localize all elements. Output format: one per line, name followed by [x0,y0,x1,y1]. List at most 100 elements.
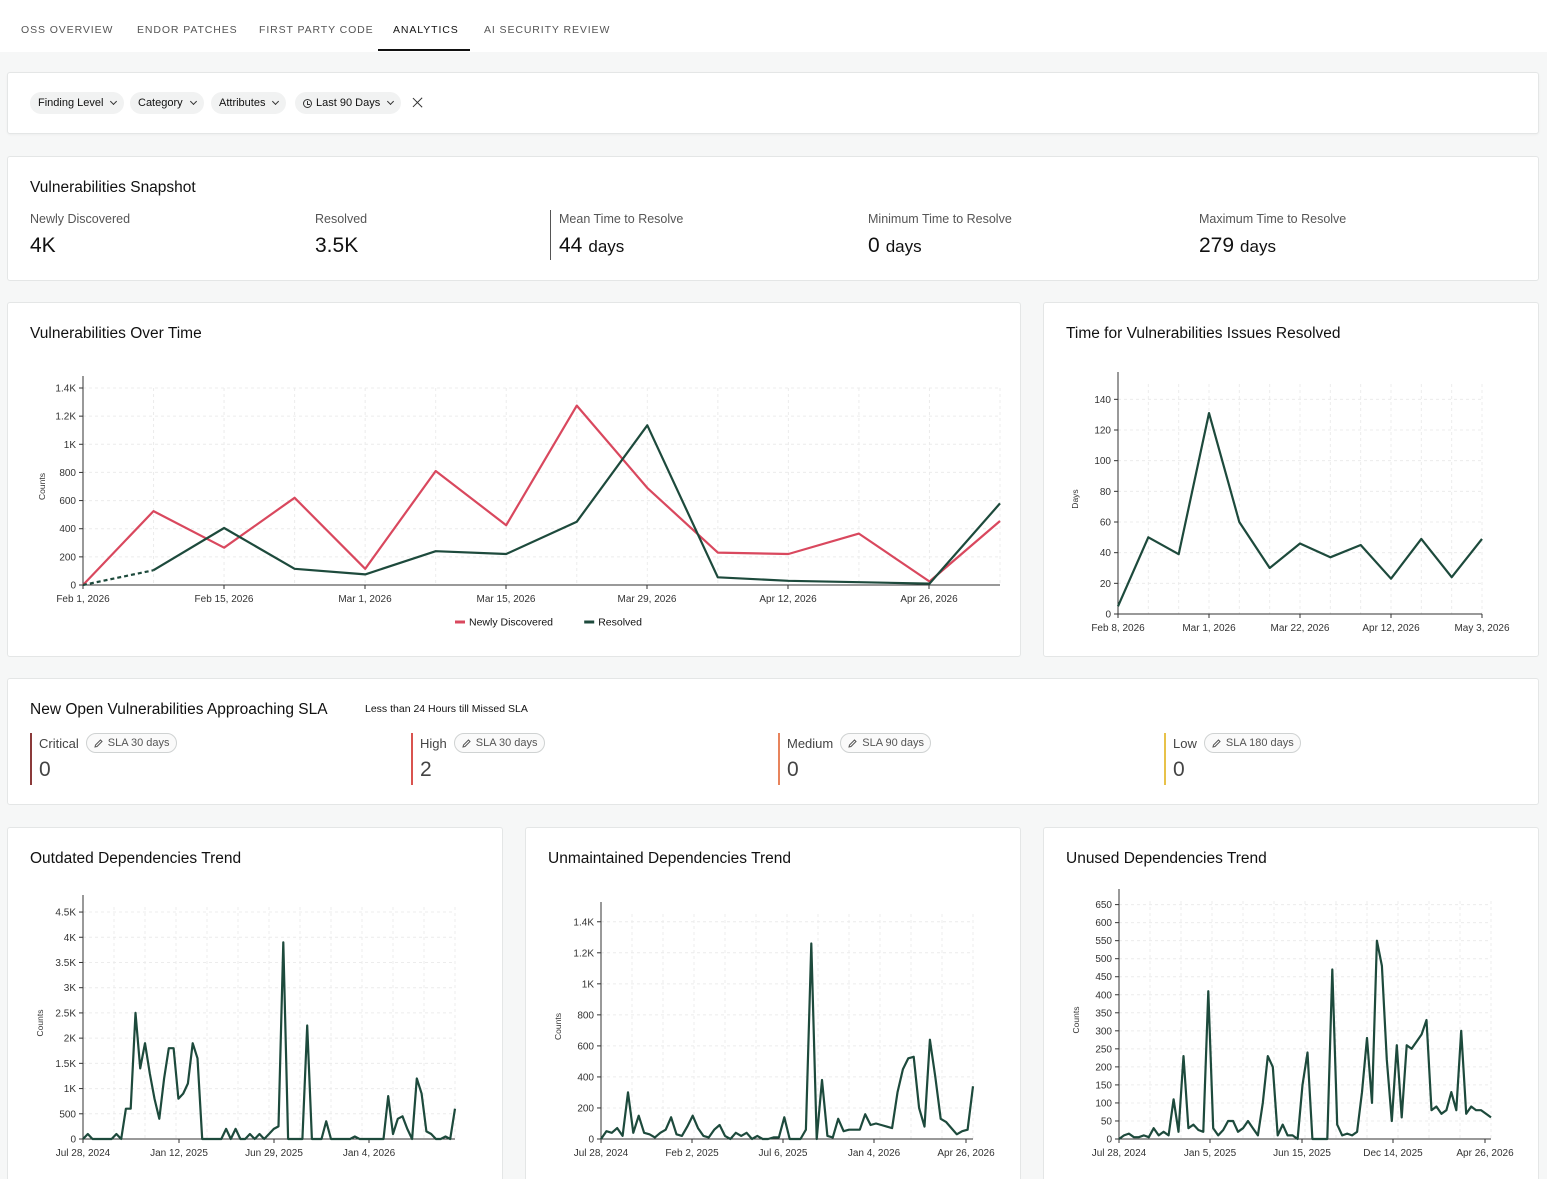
y-tick-label: 100 [1094,456,1111,467]
y-tick-label: 1.4K [573,917,594,928]
pencil-icon [1212,738,1221,748]
series-line-dashed [82,569,154,587]
y-tick-label: 3.5K [55,958,76,969]
chevron-down-icon [110,97,118,106]
metric-label: Maximum Time to Resolve [1199,212,1347,226]
sla-count: 0 [787,758,799,781]
x-tick-label: Apr 26, 2026 [1456,1148,1514,1159]
y-tick-label: 200 [1095,1062,1112,1073]
x-tick-label: Jul 6, 2025 [759,1148,808,1159]
pencil-icon [848,738,857,748]
y-tick-label: 1K [64,1084,77,1095]
y-tick-label: 400 [59,524,76,535]
outdated-dependencies-chart: 0 500 1K 1.5K 2K 2.5K 3K 3.5K 4K 4.5K Jul 28, 2024… [35,895,457,1159]
y-tick-label: 400 [1095,990,1112,1001]
time-range-label: Last 90 Days [316,97,381,109]
x-tick-label: Mar 29, 2026 [618,594,677,605]
x-tick-label: Feb 15, 2026 [195,594,254,605]
y-tick-label: 350 [1095,1008,1112,1019]
x-tick-label: Jun 15, 2025 [1273,1148,1331,1159]
y-axis-label: Counts [553,1013,563,1040]
sla-badge-button[interactable]: SLA 30 days [453,733,545,753]
y-axis-label: Counts [1071,1007,1081,1034]
metric-value: 44 days [559,234,625,257]
sla-label: Medium [787,735,834,751]
chevron-down-icon [189,97,197,106]
sla-badge-button[interactable]: SLA 180 days [1203,733,1301,753]
unmaintained-dependencies-card: Unmaintained Dependencies Trend 0 200 400 6… [525,827,1021,1179]
y-tick-label: 2.5K [55,1008,76,1019]
metric-label: Mean Time to Resolve [559,212,684,226]
y-tick-label: 200 [577,1103,594,1114]
y-tick-label: 800 [577,1010,594,1021]
metric-label: Resolved [315,212,368,226]
x-tick-label: May 3, 2026 [1454,623,1509,634]
y-tick-label: 120 [1094,426,1111,437]
chevron-down-icon [387,97,395,106]
y-tick-label: 800 [59,468,76,479]
y-tick-label: 450 [1095,972,1112,983]
metric-value: 279 days [1199,234,1276,257]
legend-label: Newly Discovered [469,617,553,629]
series-line [1116,412,1483,607]
x-tick-label: Mar 1, 2026 [1182,623,1236,634]
x-tick-label: Feb 2, 2025 [665,1148,719,1159]
clear-filters-close-icon[interactable] [411,96,425,110]
sla-label: High [420,735,447,751]
x-tick-label: Jan 5, 2025 [1184,1148,1237,1159]
attributes-filter[interactable]: Attributes [211,92,287,114]
tab-endor-patches[interactable]: ENDOR PATCHES [137,24,238,36]
y-tick-label: 1K [582,979,595,990]
y-tick-label: 80 [1100,487,1112,498]
metric-label: Newly Discovered [30,212,131,226]
y-axis-label: Counts [35,1010,45,1037]
y-tick-label: 150 [1095,1080,1112,1091]
category-filter[interactable]: Category [130,92,204,114]
x-tick-label: Apr 26, 2026 [900,594,958,605]
tab-analytics[interactable]: ANALYTICS [393,24,459,36]
x-tick-label: Mar 22, 2026 [1271,623,1330,634]
y-tick-label: 500 [1095,954,1112,965]
unmaintained-dependencies-chart: 0 200 400 600 800 1K 1.2K 1.4K Jul 28, 2024 Feb 2… [553,902,995,1159]
y-tick-label: 0 [70,581,76,592]
tab-first-party-code[interactable]: FIRST PARTY CODE [259,24,374,36]
filter-bar: Finding Level Category Attributes Last 9… [7,72,1539,134]
top-tab-bar: OSS OVERVIEW ENDOR PATCHES FIRST PARTY C… [0,0,1547,52]
y-tick-label: 1.4K [55,384,76,395]
snapshot-title: Vulnerabilities Snapshot [30,179,196,196]
chart-title: Outdated Dependencies Trend [30,850,242,867]
metric-value: 0 days [868,234,922,257]
unused-dependencies-card: Unused Dependencies Trend 0 50 100 150 200 25… [1043,827,1539,1179]
sla-subtitle: Less than 24 Hours till Missed SLA [365,703,528,715]
y-tick-label: 2K [64,1034,77,1045]
time-range-filter[interactable]: Last 90 Days [295,92,402,114]
series-line [1118,939,1492,1141]
time-resolved-chart: 0 20 40 60 80 100 120 140 Feb 8, 2026 Mar 1, 2026… [1070,372,1510,634]
x-tick-label: Jan 12, 2025 [150,1148,208,1159]
y-tick-label: 3K [64,983,77,994]
x-tick-label: Apr 12, 2026 [759,594,817,605]
x-tick-label: Feb 8, 2026 [1091,623,1145,634]
sla-badge-button[interactable]: SLA 90 days [840,733,932,753]
outdated-dependencies-card: Outdated Dependencies Trend 0 500 1K 1.5K 2K… [7,827,503,1179]
y-tick-label: 60 [1100,518,1112,529]
tab-ai-security-review[interactable]: AI SECURITY REVIEW [484,24,611,36]
sla-count: 0 [39,758,51,781]
y-tick-label: 200 [59,552,76,563]
tab-oss-overview[interactable]: OSS OVERVIEW [21,24,114,36]
y-tick-label: 0 [70,1135,76,1146]
x-tick-label: Jul 28, 2024 [574,1148,629,1159]
sla-label: Low [1173,735,1197,751]
y-tick-label: 4K [64,933,77,944]
y-tick-label: 1.2K [55,412,76,423]
sla-label: Critical [39,735,79,751]
finding-level-filter[interactable]: Finding Level [30,92,125,114]
sla-count: 2 [420,758,432,781]
y-tick-label: 1.5K [55,1059,76,1070]
sla-badge-button[interactable]: SLA 30 days [85,733,177,753]
legend-label: Resolved [598,617,642,629]
y-tick-label: 400 [577,1072,594,1083]
x-tick-label: Jan 4, 2026 [343,1148,396,1159]
sla-count: 0 [1173,758,1185,781]
sla-title: New Open Vulnerabilities Approaching SLA [30,701,328,718]
